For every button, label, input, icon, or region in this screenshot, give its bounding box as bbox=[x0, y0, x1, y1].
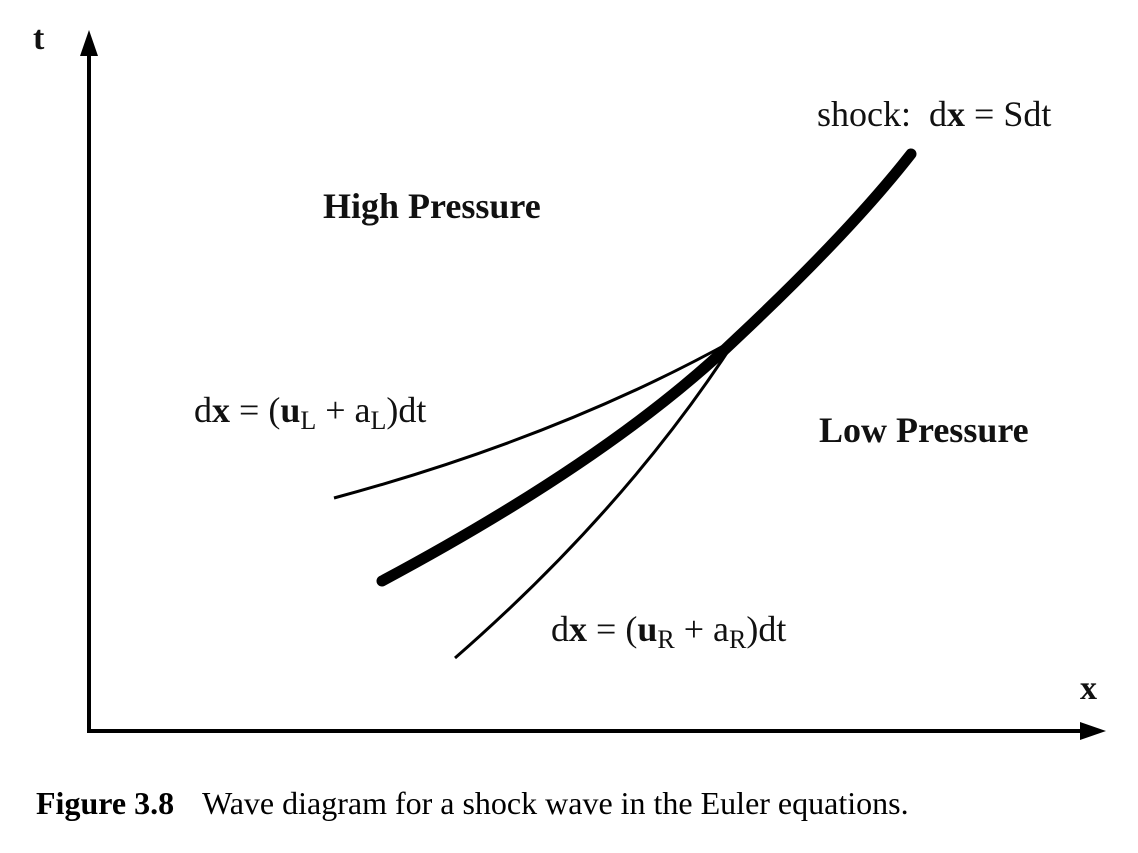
left-characteristic-label: dx = (uL + aL)dt bbox=[194, 390, 427, 434]
right-plus: + bbox=[683, 609, 704, 649]
figure-caption: Figure 3.8 Wave diagram for a shock wave … bbox=[36, 787, 909, 819]
left-lhs-d: d bbox=[194, 390, 212, 430]
figure-caption-text: Wave diagram for a shock wave in the Eul… bbox=[202, 785, 909, 821]
left-characteristic-curve bbox=[333, 337, 737, 500]
left-a: a bbox=[354, 390, 371, 430]
shock-curve bbox=[376, 148, 917, 587]
low-pressure-label: Low Pressure bbox=[819, 410, 1029, 450]
figure-number: Figure 3.8 bbox=[36, 785, 175, 821]
left-a-subscript: L bbox=[370, 406, 387, 435]
left-u-subscript: L bbox=[300, 406, 317, 435]
x-axis-arrowhead bbox=[1080, 722, 1106, 740]
left-lhs-x: x bbox=[212, 390, 230, 430]
right-lhs-d: d bbox=[551, 609, 569, 649]
left-close: )dt bbox=[386, 390, 427, 430]
high-pressure-label: High Pressure bbox=[323, 186, 541, 226]
shock-lhs-x: x bbox=[947, 94, 965, 134]
t-axis-label: t bbox=[33, 20, 45, 57]
left-open-paren: ( bbox=[268, 390, 281, 430]
right-characteristic-label: dx = (uR + aR)dt bbox=[551, 609, 787, 653]
shock-equation-label: shock: dx = Sdt bbox=[817, 96, 1051, 132]
t-axis-arrowhead bbox=[80, 30, 98, 56]
shock-rhs: Sdt bbox=[1003, 94, 1052, 134]
left-plus: + bbox=[325, 390, 346, 430]
right-a-subscript: R bbox=[728, 625, 747, 654]
right-equals: = bbox=[596, 609, 617, 649]
shock-lhs-d: d bbox=[929, 94, 947, 134]
shock-equals: = bbox=[974, 94, 995, 134]
left-u: u bbox=[280, 390, 301, 430]
right-characteristic-curve bbox=[454, 338, 738, 660]
right-lhs-x: x bbox=[569, 609, 587, 649]
right-a: a bbox=[713, 609, 729, 649]
right-u-subscript: R bbox=[657, 625, 675, 654]
right-close: )dt bbox=[746, 609, 787, 649]
right-u: u bbox=[637, 609, 658, 649]
shock-prefix: shock: bbox=[817, 94, 911, 134]
left-equals: = bbox=[239, 390, 260, 430]
x-axis-label: x bbox=[1080, 670, 1097, 707]
right-open-paren: ( bbox=[625, 609, 638, 649]
